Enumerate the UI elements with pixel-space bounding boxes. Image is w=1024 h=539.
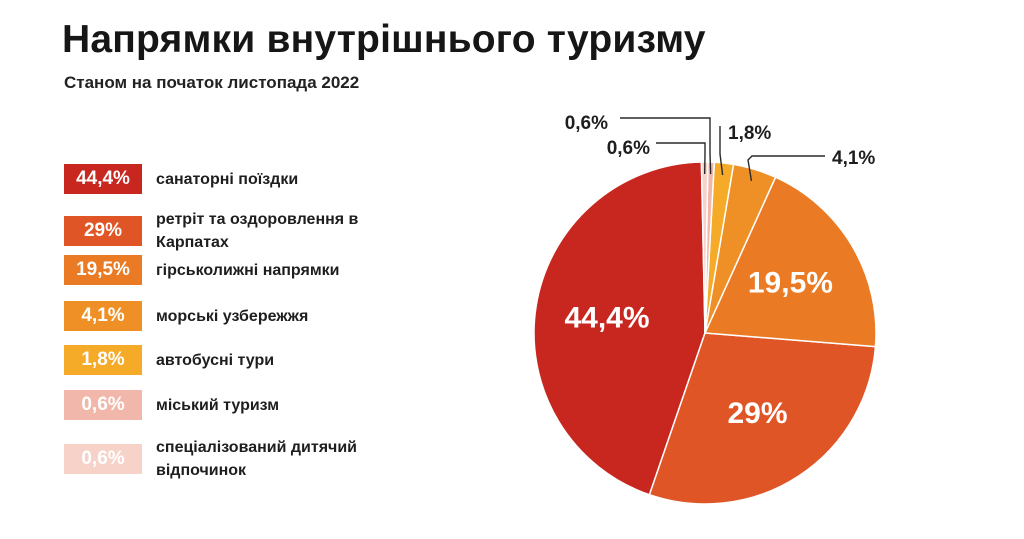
legend-item-retreat: 29% ретріт та оздоровлення в Карпатах [64, 208, 396, 254]
legend-item-sanatorium: 44,4% санаторні поїздки [64, 164, 396, 194]
legend-label: гірськолижні напрямки [156, 261, 340, 279]
legend-swatch: 0,6% [64, 444, 142, 474]
legend-swatch: 19,5% [64, 255, 142, 285]
legend-label: ретріт та оздоровлення в Карпатах [156, 211, 359, 251]
legend-swatch: 4,1% [64, 301, 142, 331]
slice-value-label: 0,6% [607, 138, 650, 159]
pie-slice [703, 176, 877, 348]
slice-value-label: 0,6% [565, 113, 608, 134]
legend-label: морські узбережжя [156, 307, 309, 325]
slice-value-label: 1,8% [728, 123, 771, 144]
leader-line [656, 142, 706, 175]
pie-slice [648, 332, 877, 505]
pie-chart-area: 44,4% 29% 19,5% 4,1% 1,8% 0,6% 0,6% [480, 100, 920, 530]
legend-swatch: 44,4% [64, 164, 142, 194]
legend-swatch: 1,8% [64, 345, 142, 375]
legend-item-ski: 19,5% гірськолижні напрямки [64, 255, 396, 285]
legend-item-kids: 0,6% спеціалізований дитячий відпочинок [64, 436, 396, 482]
chart-subtitle: Станом на початок листопада 2022 [64, 73, 360, 92]
leader-line [719, 126, 724, 176]
legend-item-city: 0,6% міський туризм [64, 390, 396, 420]
leader-line [747, 155, 825, 182]
legend-item-seaside: 4,1% морські узбережжя [64, 301, 396, 331]
legend-swatch: 29% [64, 216, 142, 246]
legend-item-bus-tours: 1,8% автобусні тури [64, 345, 396, 375]
legend-label: міський туризм [156, 396, 280, 414]
slice-value-label: 29% [727, 397, 787, 430]
legend-label: спеціалізований дитячий відпочинок [156, 439, 358, 479]
slice-value-label: 4,1% [832, 148, 875, 169]
legend-label: санаторні поїздки [156, 170, 299, 188]
pie-slice [533, 161, 706, 496]
chart-title: Напрямки внутрішнього туризму [62, 18, 706, 61]
legend-swatch: 0,6% [64, 390, 142, 420]
pie-slices [533, 161, 877, 505]
slice-value-label: 19,5% [748, 267, 833, 300]
slice-value-label: 44,4% [564, 302, 649, 335]
leader-line [620, 117, 712, 175]
pie-labels: 44,4% 29% 19,5% 4,1% 1,8% 0,6% 0,6% [564, 113, 875, 430]
legend-label: автобусні тури [156, 351, 275, 369]
pie-chart: 44,4% 29% 19,5% 4,1% 1,8% 0,6% 0,6% [533, 113, 877, 505]
